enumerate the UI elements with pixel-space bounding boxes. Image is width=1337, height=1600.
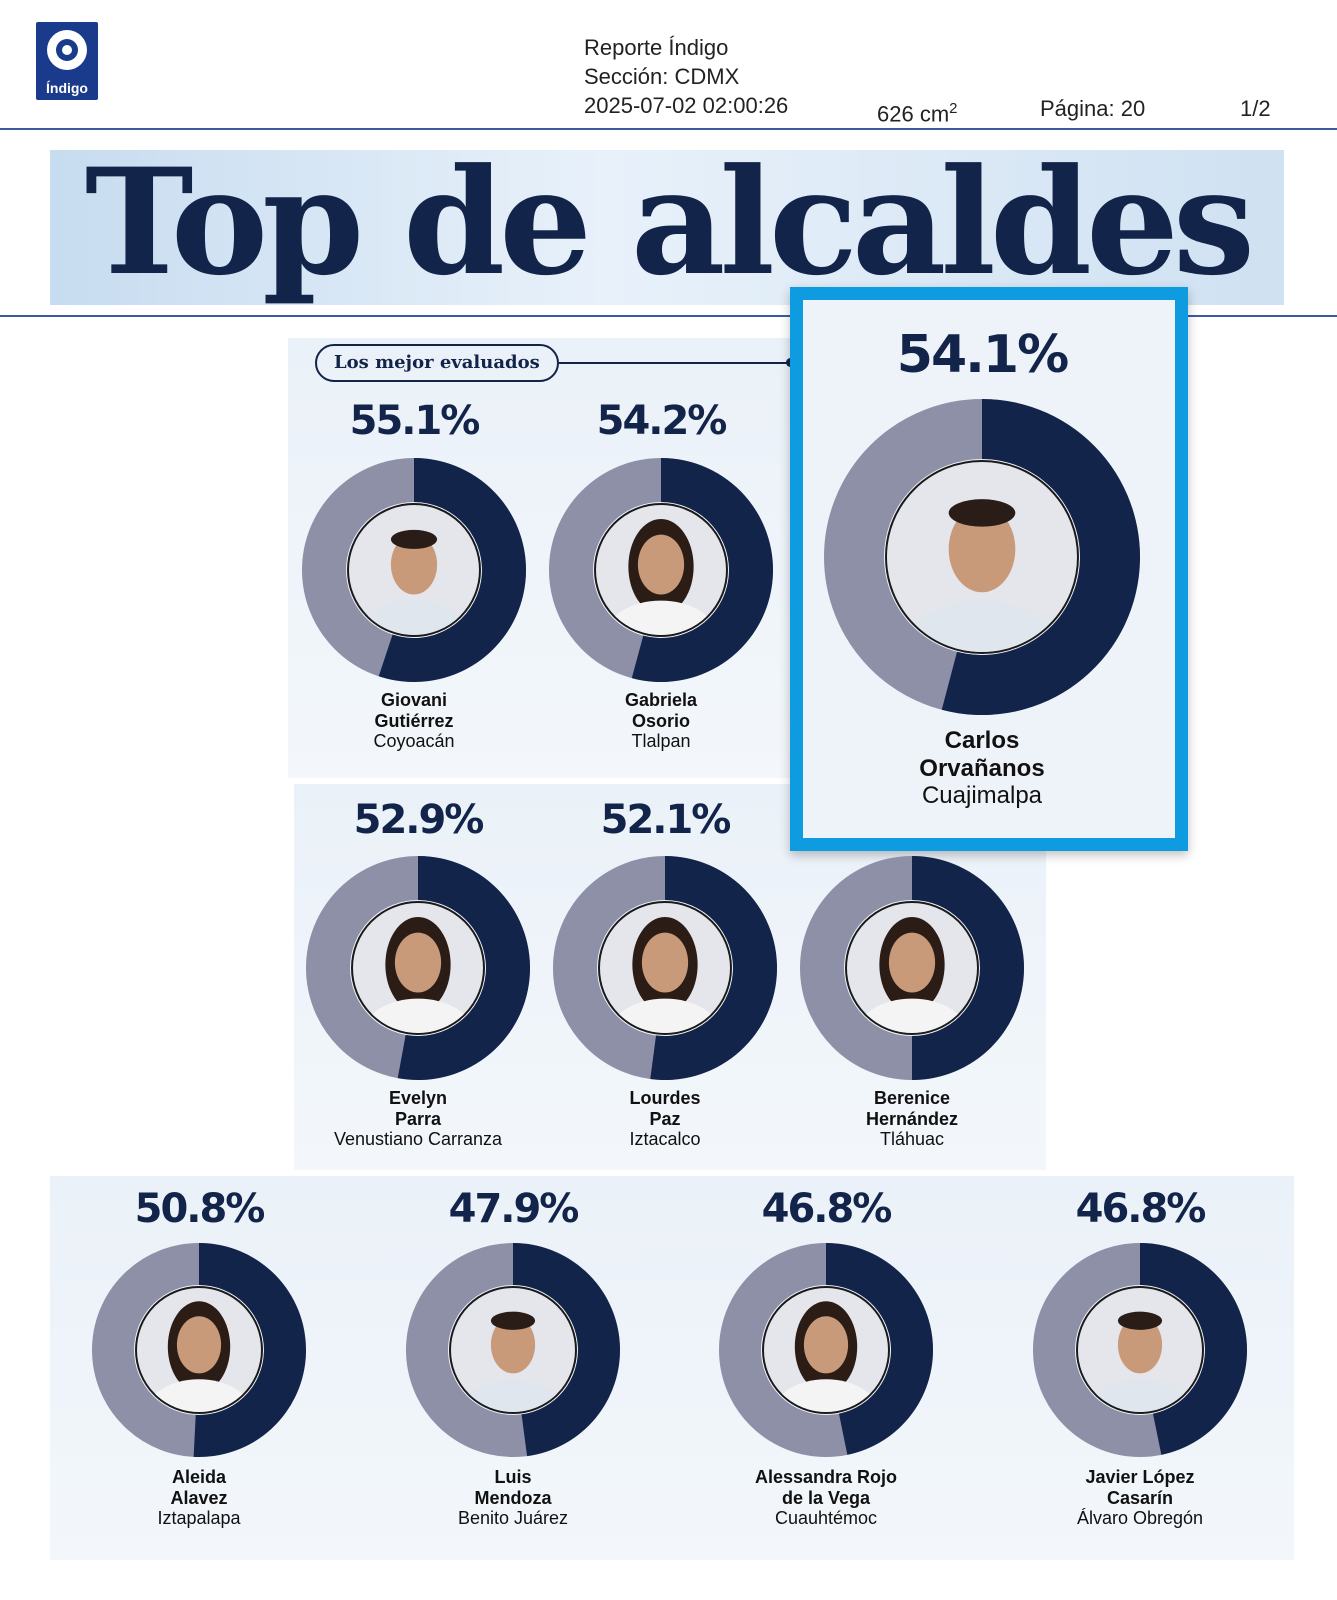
- header-rule: [0, 128, 1337, 130]
- page-count: 1/2: [1240, 96, 1271, 121]
- featured-card-frame: [790, 287, 1188, 851]
- datetime: 2025-07-02 02:00:26: [584, 93, 789, 118]
- title-band: [50, 150, 1284, 305]
- area: 626 cm2: [877, 94, 958, 128]
- badge-line: [559, 362, 789, 364]
- logo-text: Índigo: [46, 80, 88, 96]
- panel-top: [288, 338, 798, 778]
- area-value: 626 cm: [877, 101, 950, 127]
- best-rated-badge: Los mejor evaluados: [315, 344, 559, 382]
- page-title: Top de alcaldes: [84, 137, 1255, 308]
- logo-ring-icon: [47, 30, 87, 70]
- panel-bottom: [50, 1176, 1294, 1560]
- area-exponent: 2: [949, 100, 958, 117]
- section: Sección: CDMX: [584, 64, 740, 89]
- title-rule: [0, 315, 1337, 317]
- publication: Reporte Índigo: [584, 35, 729, 60]
- page-number: Página: 20: [1040, 96, 1146, 121]
- indigo-logo: Índigo: [36, 22, 98, 100]
